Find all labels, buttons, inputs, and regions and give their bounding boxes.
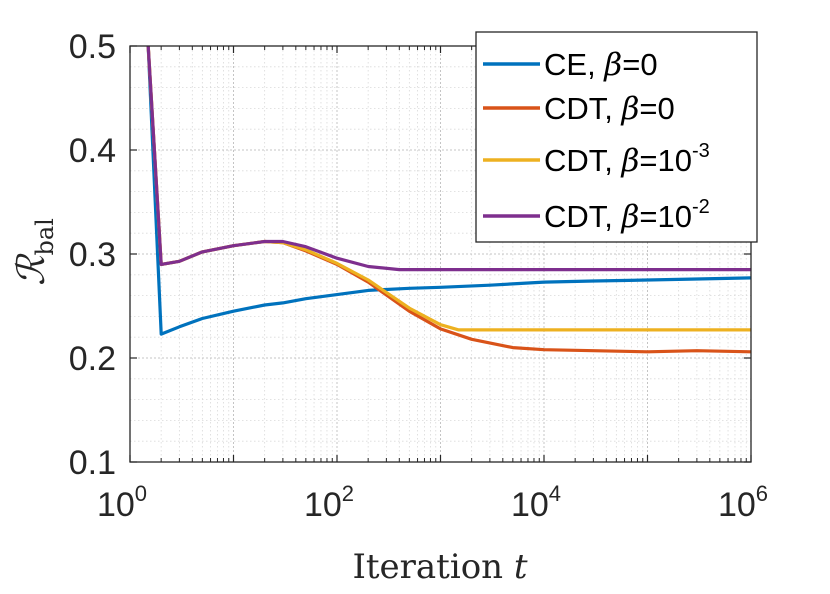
y-axis-label: ℛbal [9,218,59,286]
x-tick-labels: 100 102 104 106 [97,481,768,524]
x-tick-label: 102 [304,481,354,524]
x-tick-label: 100 [97,481,147,524]
y-tick-label: 0.3 [69,236,116,274]
x-tick-label: 106 [718,481,768,524]
legend-entry-4: CDT, β=10-2 [544,196,710,235]
y-tick-label: 0.1 [69,444,116,482]
legend-entry-beta: β [621,199,640,235]
x-tick-label-base: 10 [97,486,135,524]
y-tick-label: 0.2 [69,340,116,378]
x-tick-label-base: 10 [511,486,549,524]
x-tick-label: 104 [511,481,561,524]
legend-entry-beta: β [603,47,622,83]
x-tick-label-base: 10 [304,486,342,524]
y-axis-label-main: ℛ [9,253,53,286]
x-tick-label-exp: 6 [756,481,768,506]
y-tick-label: 0.4 [69,132,116,170]
series-line-1 [146,45,752,336]
legend-entry-exp: -2 [692,196,710,218]
x-tick-label-base: 10 [718,486,756,524]
legend-box [475,31,758,243]
x-tick-label-exp: 4 [549,481,561,506]
legend-entry-prefix: CDT, [544,199,622,234]
x-tick-label-exp: 0 [135,481,147,506]
legend-entry-exp: -3 [692,140,710,162]
series-layer [146,45,752,354]
x-axis-label: Iteration t [352,547,527,587]
legend-entry-2: CDT, β=0 [544,91,675,127]
legend-entry-prefix: CDT, [544,91,622,126]
y-tick-labels: 0.1 0.2 0.3 0.4 0.5 [69,28,116,482]
legend-entry-1: CE, β=0 [544,47,658,83]
legend-entry-value: =0 [639,91,674,126]
legend-entry-value: =0 [622,47,657,82]
legend-entry-value: =10 [639,143,692,178]
y-tick-label: 0.5 [69,28,116,66]
svg-text:ℛbal: ℛbal [9,218,59,286]
legend-entry-value: =10 [639,199,692,234]
legend-entry-3: CDT, β=10-3 [544,140,710,179]
series-line-4 [146,45,751,272]
y-axis-label-sub: bal [31,218,59,255]
legend-entry-prefix: CDT, [544,143,622,178]
x-tick-label-exp: 2 [342,481,354,506]
legend-entry-prefix: CE, [544,47,604,82]
legend-entry-beta: β [621,143,640,179]
legend-entry-beta: β [621,91,640,127]
